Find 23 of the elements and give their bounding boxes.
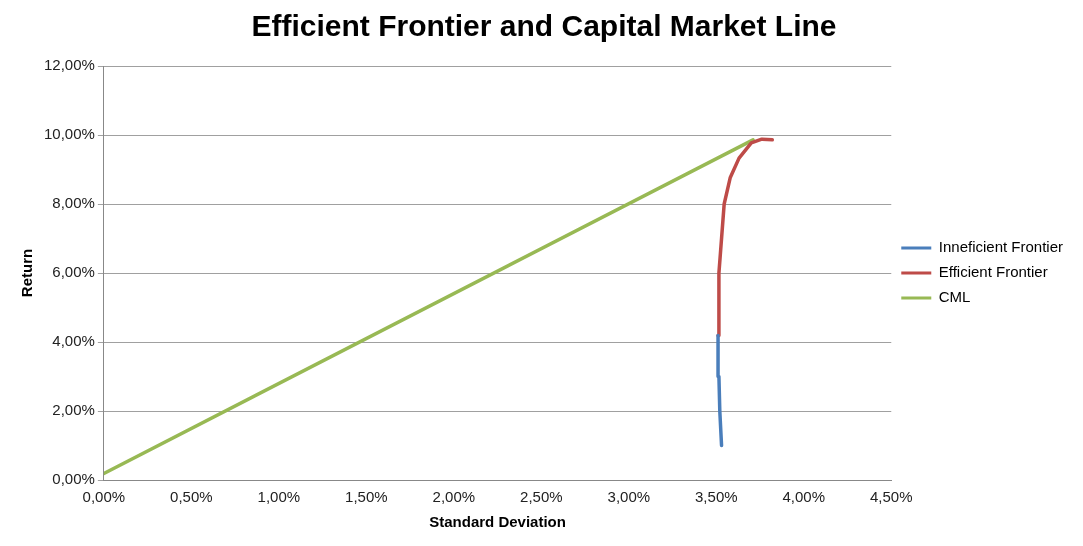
- legend-label: Inneficient Frontier: [938, 238, 1064, 256]
- y-tick-label: 2,00%: [52, 401, 95, 419]
- x-tick-label: 1,00%: [257, 488, 301, 506]
- y-tick-label: 6,00%: [52, 263, 95, 281]
- y-tick-label: 8,00%: [52, 194, 95, 212]
- y-tick-label: 0,00%: [52, 470, 95, 488]
- x-tick-label: 3,50%: [695, 488, 738, 506]
- x-tick-label: 2,50%: [520, 488, 563, 506]
- legend-label: CML: [938, 288, 971, 306]
- x-axis-title: Standard Deviation: [429, 513, 566, 531]
- legend-label: Efficient Frontier: [938, 263, 1048, 281]
- x-tick-label: 4,50%: [870, 488, 913, 506]
- y-tick-label: 12,00%: [44, 56, 95, 74]
- chart-title: Efficient Frontier and Capital Market Line: [251, 9, 837, 43]
- x-tick-label: 0,50%: [170, 488, 213, 506]
- x-tick-label: 4,00%: [782, 488, 826, 506]
- x-tick-label: 1,50%: [345, 488, 388, 506]
- x-tick-label: 0,00%: [82, 488, 126, 506]
- y-tick-label: 10,00%: [44, 125, 95, 143]
- x-tick-label: 2,00%: [432, 488, 476, 506]
- x-tick-label: 3,00%: [607, 488, 651, 506]
- y-axis-title: Return: [18, 248, 36, 298]
- y-tick-label: 4,00%: [52, 332, 95, 350]
